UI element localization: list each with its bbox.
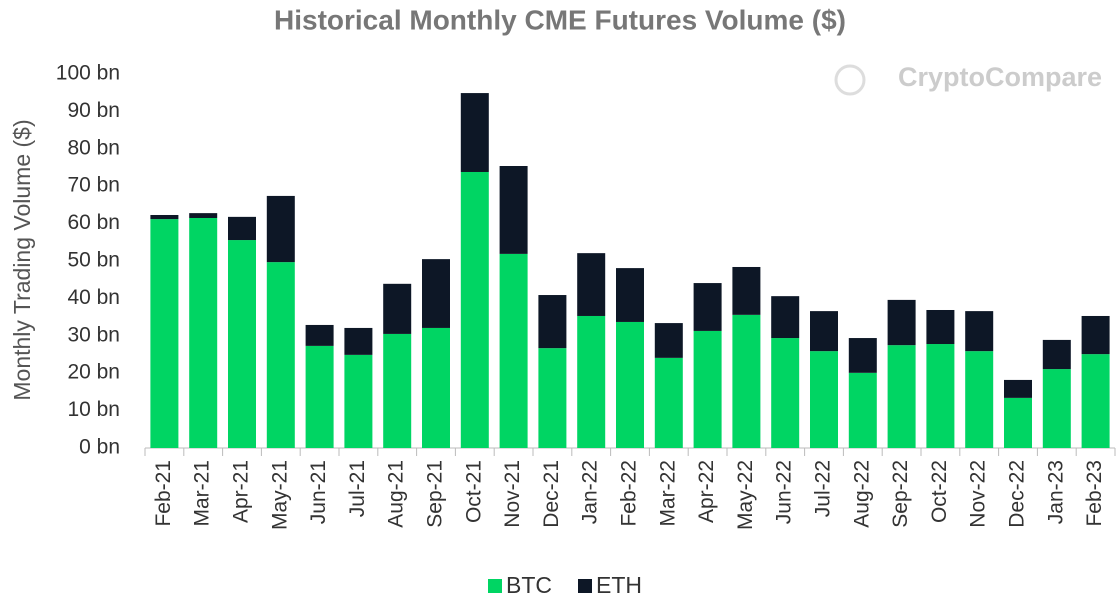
bar-segment	[693, 330, 722, 448]
bar-segment	[266, 195, 295, 263]
bar-segment	[344, 327, 373, 355]
x-tick-label: Nov-21	[501, 460, 524, 528]
bar-segment	[538, 348, 567, 448]
bar-segment	[616, 321, 644, 448]
bar-segment	[926, 344, 955, 448]
x-tick-label: Oct-22	[928, 460, 951, 523]
x-tick-label: Jun-21	[307, 460, 330, 524]
bar-segment	[189, 217, 218, 448]
bar-segment	[422, 327, 450, 448]
bar-segment	[810, 351, 838, 448]
y-tick-label: 20 bn	[67, 361, 120, 384]
x-tick-label: Feb-22	[618, 460, 641, 527]
x-tick-label: Oct-21	[462, 460, 485, 523]
x-tick-label: Apr-21	[230, 460, 253, 523]
bar-segment	[538, 295, 567, 349]
bar-segment	[732, 314, 761, 448]
bar-segment	[460, 171, 489, 448]
x-tick-label: Mar-22	[656, 460, 679, 527]
watermark-logo	[834, 64, 866, 96]
bar-segment	[383, 333, 412, 448]
x-tick-label: Jun-22	[773, 460, 796, 524]
y-axis-label: Monthly Trading Volume ($)	[9, 119, 35, 400]
x-tick-label: Jul-22	[812, 460, 835, 517]
bar-segment	[965, 351, 994, 448]
watermark: CryptoCompare	[898, 62, 1102, 92]
legend-swatch	[578, 579, 592, 593]
bar-segment	[887, 345, 916, 448]
bar-segment	[654, 323, 683, 358]
y-tick-label: 60 bn	[67, 211, 120, 234]
bar-segment	[1004, 397, 1032, 448]
bar-segment	[150, 219, 179, 448]
x-tick-label: Aug-21	[385, 460, 408, 528]
x-tick-label: Nov-22	[967, 460, 990, 528]
bar-segment	[616, 268, 644, 322]
bar-segment	[887, 299, 916, 346]
x-tick-label: Feb-21	[152, 460, 175, 527]
bar-segment	[344, 354, 373, 448]
bar-segment	[577, 253, 606, 316]
bar-segment	[189, 213, 218, 218]
bar-segment	[965, 311, 994, 352]
bar-segment	[1004, 379, 1032, 398]
bar-segment	[460, 93, 489, 172]
bar-segment	[228, 240, 256, 448]
y-tick-label: 90 bn	[67, 99, 120, 122]
bar-segment	[1081, 354, 1110, 448]
bar-segment	[383, 283, 412, 334]
bar-segment	[771, 296, 800, 339]
x-tick-label: Feb-23	[1083, 460, 1106, 527]
bar-segment	[499, 253, 528, 448]
bar-segment	[1042, 339, 1071, 370]
y-tick-label: 10 bn	[67, 398, 120, 421]
legend-swatch	[488, 579, 502, 593]
bar-segment	[732, 266, 761, 315]
y-tick-label: 100 bn	[56, 62, 120, 85]
bar-segment	[305, 345, 334, 448]
x-tick-label: Sep-22	[889, 460, 912, 528]
bar-segment	[577, 315, 606, 448]
legend-label: BTC	[506, 572, 552, 598]
y-tick-label: 40 bn	[67, 286, 120, 309]
bar-segment	[422, 259, 450, 328]
bar-segment	[499, 166, 528, 254]
y-tick-label: 50 bn	[67, 249, 120, 272]
y-tick-label: 70 bn	[67, 174, 120, 197]
x-tick-label: Jan-22	[579, 460, 602, 524]
y-tick-label: 0 bn	[79, 436, 120, 459]
bar-segment	[926, 309, 955, 345]
x-tick-label: May-21	[268, 460, 291, 530]
bar-segment	[266, 262, 295, 448]
x-tick-label: Dec-21	[540, 460, 563, 528]
bar-segment	[693, 283, 722, 331]
watermark-icon	[834, 64, 866, 96]
bar-segment	[150, 214, 179, 220]
bar-segment	[848, 338, 877, 373]
y-tick-label: 30 bn	[67, 323, 120, 346]
x-tick-label: Aug-22	[850, 460, 873, 528]
bar-segment	[810, 311, 838, 352]
bar-segment	[228, 216, 256, 241]
x-tick-label: Apr-22	[695, 460, 718, 523]
x-tick-label: May-22	[734, 460, 757, 530]
bar-segment	[654, 357, 683, 448]
x-tick-label: Mar-21	[191, 460, 214, 527]
chart-title: Historical Monthly CME Futures Volume ($…	[274, 4, 846, 35]
bar-segment	[848, 372, 877, 448]
x-tick-label: Sep-21	[424, 460, 447, 528]
bar-segment	[1081, 315, 1110, 355]
bar-segment	[1042, 369, 1071, 448]
legend-label: ETH	[596, 572, 642, 598]
y-tick-label: 80 bn	[67, 136, 120, 159]
x-tick-label: Dec-22	[1006, 460, 1029, 528]
bar-segment	[305, 324, 334, 346]
x-tick-label: Jan-23	[1044, 460, 1067, 524]
bar-segment	[771, 338, 800, 448]
x-tick-label: Jul-21	[346, 460, 369, 517]
